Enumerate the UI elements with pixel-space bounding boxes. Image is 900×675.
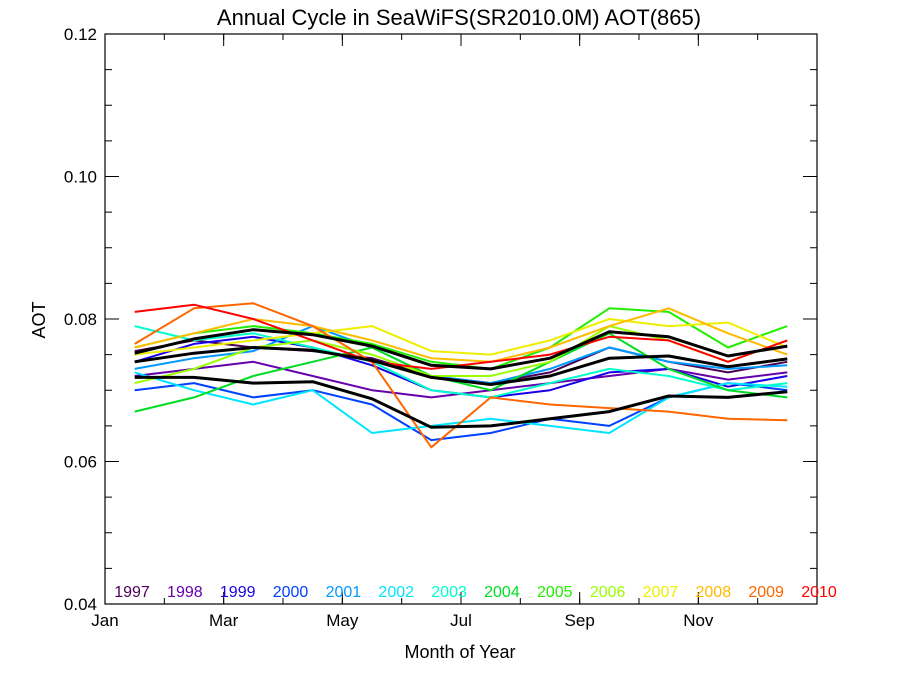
- y-tick-label: 0.12: [64, 25, 97, 44]
- y-tick-label: 0.08: [64, 310, 97, 329]
- series-line-2004: [134, 332, 788, 413]
- legend-item-2006: 2006: [590, 584, 626, 601]
- series-line-2010: [134, 303, 788, 370]
- y-tick-label: 0.04: [64, 595, 97, 614]
- legend-item-2008: 2008: [696, 584, 732, 601]
- x-tick-label: May: [326, 611, 359, 630]
- series-line-2003: [134, 325, 788, 399]
- y-tick-label: 0.06: [64, 453, 97, 472]
- x-tick-label: Nov: [683, 611, 714, 630]
- x-tick-label: Sep: [565, 611, 595, 630]
- legend-item-2005: 2005: [537, 584, 573, 601]
- legend: 1997 1998 1999 2000 2001 2002 2003 2004 2005 2006…: [114, 584, 837, 601]
- chart-title: Annual Cycle in SeaWiFS(SR2010.0M) AOT(8…: [217, 5, 701, 30]
- legend-item-1997: 1997: [114, 584, 150, 601]
- plot-frame: [104, 33, 818, 605]
- x-axis-label: Month of Year: [404, 642, 515, 662]
- axes: Jan Mar May Jul Sep Nov 0.04 0.06 0.08 0.10 0.12: [64, 25, 818, 630]
- x-tick-label: Jan: [91, 611, 118, 630]
- legend-item-2003: 2003: [431, 584, 467, 601]
- legend-item-2010: 2010: [801, 584, 837, 601]
- summary-line-3: [134, 375, 788, 429]
- legend-item-1999: 1999: [220, 584, 256, 601]
- y-axis-label: AOT: [29, 301, 49, 338]
- legend-item-2004: 2004: [484, 584, 520, 601]
- legend-item-2002: 2002: [378, 584, 414, 601]
- series-line-2008: [134, 307, 788, 363]
- legend-item-2009: 2009: [748, 584, 784, 601]
- y-tick-label: 0.10: [64, 168, 97, 187]
- series-line-2007: [134, 318, 788, 356]
- legend-item-2001: 2001: [326, 584, 362, 601]
- summary-line-1: [134, 328, 788, 371]
- summary-line-2: [134, 346, 788, 386]
- legend-item-2007: 2007: [643, 584, 679, 601]
- legend-item-1998: 1998: [167, 584, 203, 601]
- x-tick-label: Mar: [209, 611, 239, 630]
- series-line-2009: [134, 302, 788, 449]
- x-tick-label: Jul: [450, 611, 472, 630]
- summary-lines-group: [134, 328, 788, 429]
- legend-item-2000: 2000: [273, 584, 309, 601]
